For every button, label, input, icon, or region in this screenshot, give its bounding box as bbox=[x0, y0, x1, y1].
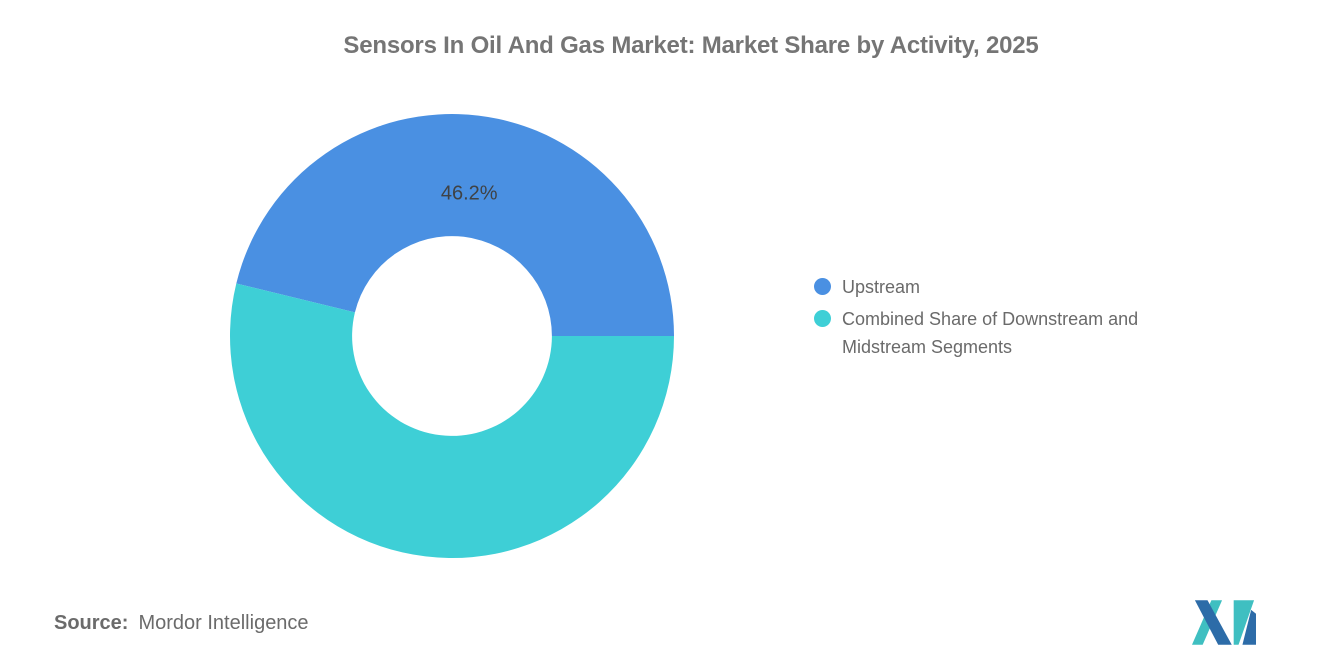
legend-item-downstream-midstream[interactable]: Combined Share of Downstream and Midstre… bbox=[814, 305, 1182, 361]
legend-label-upstream: Upstream bbox=[842, 277, 921, 297]
chart-title: Sensors In Oil And Gas Market: Market Sh… bbox=[343, 32, 1039, 59]
source-label: Source: bbox=[54, 612, 129, 634]
legend-marker-upstream-icon bbox=[814, 278, 831, 295]
slice-data-label: 46.2% bbox=[441, 183, 498, 205]
source-text: Mordor Intelligence bbox=[138, 612, 309, 634]
legend-marker-downstream-midstream-icon bbox=[814, 310, 831, 327]
source-line: Source: Mordor Intelligence bbox=[54, 612, 309, 635]
donut-chart: 46.2% bbox=[230, 114, 675, 559]
legend-item-upstream[interactable]: Upstream bbox=[814, 273, 1182, 301]
pie-slice-0[interactable] bbox=[236, 114, 675, 336]
legend: Upstream Combined Share of Downstream an… bbox=[814, 273, 1182, 361]
legend-label-downstream-midstream: Combined Share of Downstream and Midstre… bbox=[842, 309, 1139, 357]
mordor-intelligence-logo bbox=[1192, 600, 1256, 645]
pie-slice-1[interactable] bbox=[230, 283, 674, 559]
